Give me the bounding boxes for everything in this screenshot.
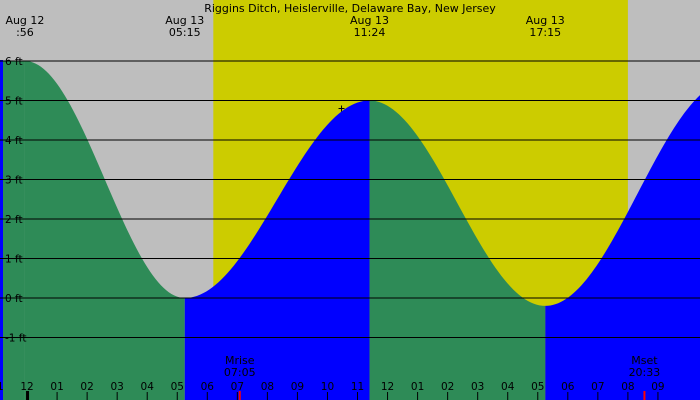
x-tick-label: 07 bbox=[231, 381, 244, 393]
x-tick-label: 02 bbox=[441, 381, 454, 393]
x-tick-label: 04 bbox=[501, 381, 515, 393]
y-tick-label: 0 ft bbox=[5, 293, 23, 305]
x-tick-label: 12 bbox=[381, 381, 394, 393]
moon-event-label: Mrise bbox=[225, 354, 255, 367]
x-tick-label: 11 bbox=[351, 381, 364, 393]
rising-tide-area bbox=[184, 100, 370, 400]
x-tick-label: 05 bbox=[531, 381, 544, 393]
y-tick-label: 5 ft bbox=[5, 96, 23, 108]
falling-tide-area bbox=[0, 61, 25, 400]
left-edge-bar bbox=[0, 60, 3, 400]
x-tick-label: 02 bbox=[80, 381, 93, 393]
moon-event-time: 20:33 bbox=[629, 366, 661, 379]
y-tick-label: -1 ft bbox=[5, 333, 26, 345]
tide-event-time: 05:15 bbox=[169, 26, 201, 39]
y-tick-label: 2 ft bbox=[5, 214, 23, 226]
tide-event-date: Aug 13 bbox=[165, 14, 204, 27]
y-tick-label: 6 ft bbox=[5, 56, 23, 68]
x-tick-label: 10 bbox=[321, 381, 334, 393]
y-axis-labels: 6 ft 5 ft 4 ft 3 ft 2 ft 1 ft 0 ft -1 ft bbox=[5, 56, 26, 345]
y-tick-label: 1 ft bbox=[5, 254, 23, 266]
falling-tide-area bbox=[369, 100, 546, 400]
x-tick-label: 01 bbox=[50, 381, 63, 393]
midnight-marker bbox=[26, 391, 30, 400]
x-axis: 11 12 01 02 03 04 05 06 07 08 09 10 11 12 01 02 03 04 05 06… bbox=[0, 381, 665, 400]
x-tick-label: 04 bbox=[141, 381, 155, 393]
x-tick-label: 07 bbox=[591, 381, 604, 393]
tide-event-time: 17:15 bbox=[529, 26, 561, 39]
x-tick-label: 01 bbox=[411, 381, 424, 393]
moon-event-label: Mset bbox=[631, 354, 658, 367]
x-tick-label: 05 bbox=[171, 381, 184, 393]
moon-event-time: 07:05 bbox=[224, 366, 256, 379]
tide-event-date: Aug 13 bbox=[350, 14, 389, 27]
x-tick-label: 08 bbox=[621, 381, 634, 393]
x-tick-label: 12 bbox=[20, 381, 33, 393]
x-tick-label: 03 bbox=[110, 381, 123, 393]
chart-title: Riggins Ditch, Heislerville, Delaware Ba… bbox=[204, 2, 496, 15]
x-tick-label: 06 bbox=[561, 381, 575, 393]
gridline-layer bbox=[0, 60, 700, 338]
tide-area-layer bbox=[0, 60, 700, 400]
x-tick-label: 09 bbox=[651, 381, 664, 393]
x-tick-label: 06 bbox=[201, 381, 215, 393]
tide-event-date: Aug 13 bbox=[526, 14, 565, 27]
x-tick-label: 09 bbox=[291, 381, 304, 393]
tide-event-time: :56 bbox=[16, 26, 34, 39]
rising-tide-area bbox=[545, 95, 700, 400]
y-tick-label: 4 ft bbox=[5, 135, 23, 147]
y-tick-label: 3 ft bbox=[5, 175, 23, 187]
tide-event-time: 11:24 bbox=[354, 26, 386, 39]
tide-event-date: Aug 12 bbox=[5, 14, 44, 27]
x-tick-label: 03 bbox=[471, 381, 484, 393]
falling-tide-area bbox=[24, 61, 185, 400]
x-tick-label: 11 bbox=[0, 381, 4, 393]
x-tick-label: 08 bbox=[261, 381, 274, 393]
